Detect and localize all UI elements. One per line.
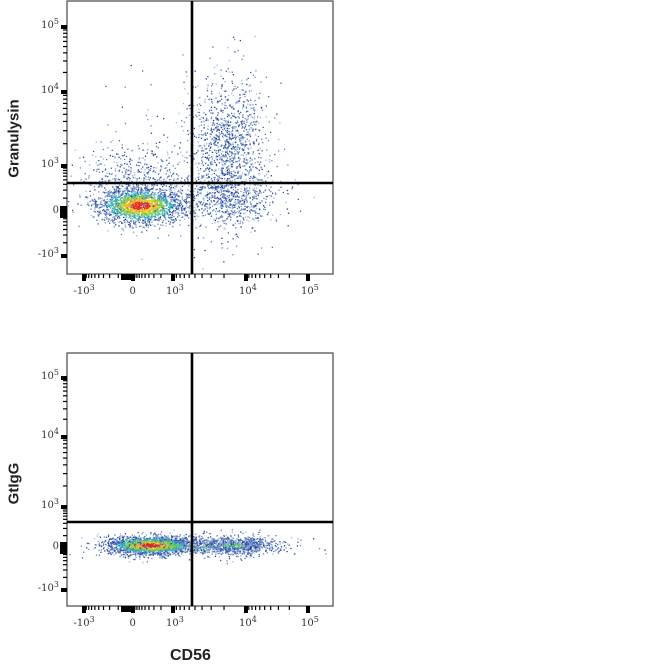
events-gtigg xyxy=(69,529,327,565)
x-tick-label: 0 xyxy=(129,618,136,629)
y-tick-label: 0 xyxy=(52,541,59,552)
events-granulysin xyxy=(68,35,315,270)
x-tick-label: 104 xyxy=(239,615,257,629)
y-tick-label: 105 xyxy=(41,17,59,31)
x-tick-label: 0 xyxy=(129,286,136,297)
panel-granulysin xyxy=(60,0,334,281)
x-tick-label: 105 xyxy=(301,615,319,629)
x-axis-label-cd56: CD56 xyxy=(170,647,211,664)
x-tick-label: 103 xyxy=(166,615,184,629)
x-tick-label: 103 xyxy=(166,283,184,297)
y-tick-label: -103 xyxy=(37,580,59,594)
x-tick-label: -103 xyxy=(73,615,95,629)
y-tick-label: -103 xyxy=(37,246,59,260)
y-tick-label: 103 xyxy=(41,156,59,170)
x-tick-label: 105 xyxy=(301,283,319,297)
y-tick-label: 105 xyxy=(41,368,59,382)
y-tick-label: 104 xyxy=(41,427,59,441)
x-tick-label: -103 xyxy=(73,283,95,297)
panel-gtigg xyxy=(60,352,334,613)
y-tick-label: 103 xyxy=(41,497,59,511)
y-tick-label: 104 xyxy=(41,82,59,96)
y-tick-label: 0 xyxy=(52,205,59,216)
x-tick-label: 104 xyxy=(239,283,257,297)
